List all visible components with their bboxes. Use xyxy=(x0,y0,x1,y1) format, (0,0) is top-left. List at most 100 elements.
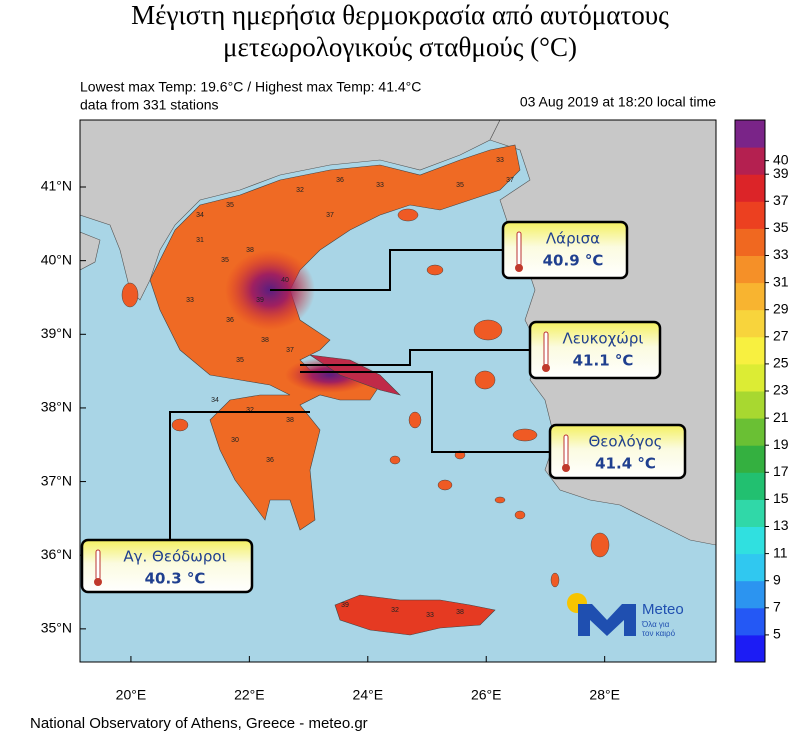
lat-tick-label: 41°N xyxy=(41,178,72,194)
station-value: 33 xyxy=(186,297,194,304)
callouts: Λάρισα 40.9 °C Λευκοχώρι 41.1 °C Θεολόγος 41.… xyxy=(80,220,687,594)
callout-temp: 40.3 °C xyxy=(145,570,206,588)
callout-name: Λευκοχώρι xyxy=(563,330,644,348)
logo-slogan: τον καιρό xyxy=(642,629,676,638)
colorbar-tick-label: 7 xyxy=(773,599,781,615)
thermometer-bulb xyxy=(515,264,523,272)
lat-tick-label: 36°N xyxy=(41,546,72,562)
callout-box xyxy=(548,423,687,480)
station-value: 35 xyxy=(236,357,244,364)
colorbar-tick-label: 40 xyxy=(773,151,789,167)
colorbar-band xyxy=(735,634,765,663)
callout-box xyxy=(528,320,662,380)
station-value: 39 xyxy=(341,602,349,609)
colorbar-tick-label: 15 xyxy=(773,490,789,506)
thermometer xyxy=(95,549,101,581)
leader-lines xyxy=(169,249,550,540)
callout-name: Αγ. Θεόδωροι xyxy=(123,548,226,566)
colorbar-band xyxy=(735,147,765,175)
callout-box xyxy=(501,220,629,280)
colorbar-tick-label: 21 xyxy=(773,409,789,425)
lat-tick-label: 39°N xyxy=(41,325,72,341)
colorbar-tick-label: 5 xyxy=(773,626,781,642)
callout-temp: 41.4 °C xyxy=(595,455,656,473)
station-value: 30 xyxy=(231,437,239,444)
colorbar-tick-label: 11 xyxy=(773,544,788,560)
colorbar-band xyxy=(735,201,765,229)
lon-tick-label: 24°E xyxy=(353,687,384,703)
thermometer-bulb xyxy=(542,364,550,372)
station-value: 38 xyxy=(246,247,254,254)
colorbar-band xyxy=(735,120,765,148)
colorbar-tick-label: 13 xyxy=(773,517,789,533)
callout-temp: 41.1 °C xyxy=(573,352,634,370)
station-value: 36 xyxy=(336,177,344,184)
station-value: 33 xyxy=(426,612,434,619)
thermometer xyxy=(563,434,569,467)
extremes: Lowest max Temp: 19.6°C / Highest max Te… xyxy=(80,79,421,95)
station-value: 34 xyxy=(196,212,204,219)
thermometer xyxy=(543,331,549,367)
station-value: 34 xyxy=(211,397,219,404)
thermometer-bulb xyxy=(94,578,102,586)
colorbar-band xyxy=(735,472,765,500)
lat-tick-label: 40°N xyxy=(41,251,72,267)
colorbar-band xyxy=(735,336,765,365)
station-value: 38 xyxy=(456,609,464,616)
station-value: 35 xyxy=(226,202,234,209)
callout-name: Θεολόγος xyxy=(588,433,662,451)
station-value: 32 xyxy=(246,407,254,414)
colorbar-band xyxy=(735,282,765,311)
footer: National Observatory of Athens, Greece -… xyxy=(30,715,368,732)
colorbar-band xyxy=(735,255,765,284)
lat-tick-label: 38°N xyxy=(41,399,72,415)
title: Μέγιστη ημερήσια θερμοκρασία από αυτόματ… xyxy=(131,0,669,30)
colorbar-tick-label: 23 xyxy=(773,382,789,398)
logo: Meteo Όλα για τον καιρό xyxy=(567,593,684,638)
lat-tick-label: 35°N xyxy=(41,620,72,636)
lon-tick-label: 26°E xyxy=(471,687,502,703)
station-value: 36 xyxy=(226,317,234,324)
station-values: 34 35 32 36 33 37 38 40 39 35 31 33 36 38 37 35 34 32 30 36… xyxy=(186,157,514,619)
thermometer-bulb xyxy=(562,464,570,472)
callout-temp: 40.9 °C xyxy=(543,252,604,270)
timestamp: 03 Aug 2019 at 18:20 local time xyxy=(520,94,716,110)
station-value: 35 xyxy=(221,257,229,264)
station-value: 37 xyxy=(326,212,334,219)
colorbar-tick-label: 9 xyxy=(773,571,781,587)
colorbar-tick-label: 27 xyxy=(773,328,789,344)
thermometer xyxy=(516,231,522,267)
colorbar-tick-label: 33 xyxy=(773,246,789,262)
title: μετεωρολογικούς σταθμούς (°C) xyxy=(223,32,577,62)
stations: data from 331 stations xyxy=(80,97,219,113)
map-frame xyxy=(79,119,717,663)
lon-tick-label: 20°E xyxy=(116,687,147,703)
colorbar-tick-label: 29 xyxy=(773,300,789,316)
colorbar-band xyxy=(735,418,765,446)
colorbar-band xyxy=(735,174,765,202)
colorbar-band xyxy=(735,363,765,392)
colorbar-band xyxy=(735,526,765,555)
colorbar-tick-label: 37 xyxy=(773,192,789,208)
station-value: 35 xyxy=(456,182,464,189)
station-value: 38 xyxy=(286,417,294,424)
colorbar-band xyxy=(735,391,765,419)
colorbar-band xyxy=(735,553,765,582)
colorbar-tick-label: 25 xyxy=(773,355,789,371)
station-value: 40 xyxy=(281,277,289,284)
station-value: 39 xyxy=(256,297,264,304)
colorbar-band xyxy=(735,580,765,609)
station-value: 38 xyxy=(261,337,269,344)
land xyxy=(80,120,501,301)
lat-tick-label: 37°N xyxy=(41,472,72,488)
colorbar-band xyxy=(735,228,765,256)
lon-tick-label: 22°E xyxy=(234,687,265,703)
callout-box xyxy=(80,538,254,594)
station-value: 37 xyxy=(506,177,514,184)
crete xyxy=(334,594,496,636)
colorbar-band xyxy=(735,445,765,473)
lon-tick-label: 28°E xyxy=(589,687,620,703)
colorbar-tick-label: 17 xyxy=(773,463,789,479)
